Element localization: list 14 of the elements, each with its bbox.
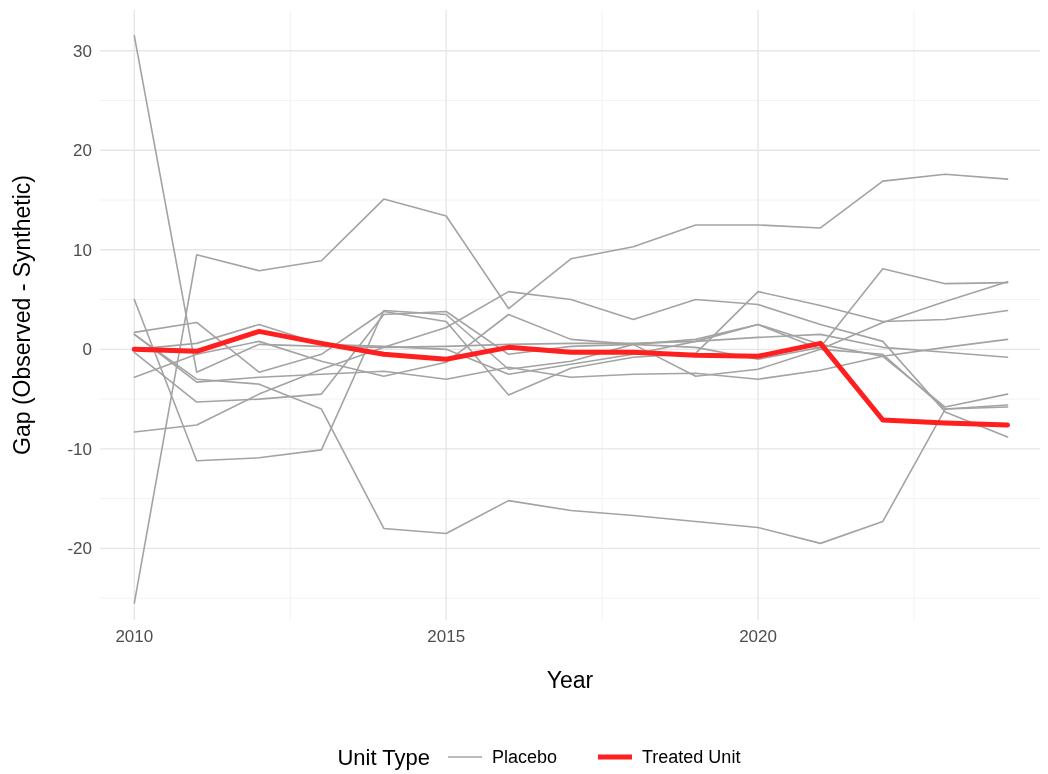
x-tick-label: 2015 <box>427 627 466 646</box>
y-tick-label: 10 <box>73 240 92 260</box>
y-tick-label: 20 <box>73 141 92 161</box>
legend-label: Placebo <box>492 747 558 768</box>
y-tick-label: -10 <box>67 439 92 459</box>
y-tick-label: 0 <box>82 340 92 360</box>
x-axis-title: Year <box>546 667 594 693</box>
legend-label: Treated Unit <box>642 747 741 768</box>
y-tick-label: -20 <box>67 539 92 559</box>
y-axis-title: Gap (Observed - Synthetic) <box>9 175 35 455</box>
y-tick-label: 30 <box>73 41 92 61</box>
legend-title: Unit Type <box>337 744 430 770</box>
x-tick-label: 2010 <box>115 627 154 646</box>
x-tick-label: 2020 <box>739 627 777 646</box>
